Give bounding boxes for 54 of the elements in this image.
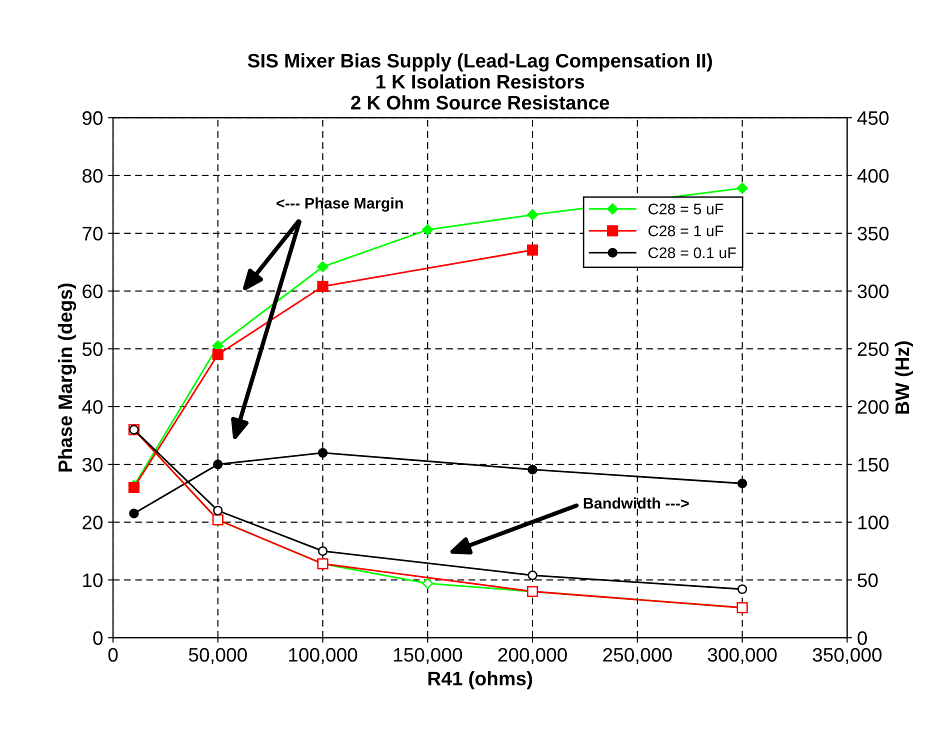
point [129,508,139,518]
legend-label: C28 = 5 uF [648,204,724,214]
point [737,584,748,594]
y2-tick-label: 50 [858,573,878,588]
legend-label: C28 = 0.1 uF [648,247,736,258]
x-tick-label: 300,000 [708,648,777,664]
y-tick-label: 60 [82,284,103,298]
y-tick-label: 40 [82,400,103,414]
point [213,460,223,470]
y2-tick-label: 450 [857,111,889,125]
point [736,182,748,194]
y-tick-label: 80 [82,168,103,183]
y-tick-label: 30 [82,458,103,472]
x-tick-label: 250,000 [603,648,672,664]
y2-tick-label: 250 [858,342,889,356]
annotation: <--- Phase Margin [276,197,403,212]
point [213,506,223,516]
point [737,478,748,488]
y2-axis-title: BW (Hz) [894,341,913,414]
point [422,224,434,236]
x-tick-label: 350,000 [812,648,882,664]
point [526,244,538,256]
y-tick-label: 10 [83,573,103,588]
y2-tick-label: 0 [858,631,867,645]
point [318,448,328,458]
y-tick-label: 70 [82,226,103,241]
y2-tick-label: 350 [858,226,889,241]
y2-tick-label: 100 [858,516,889,530]
y-tick-label: 50 [82,342,103,356]
x-tick-label: 100,000 [289,648,358,664]
x-tick-label: 50,000 [188,648,247,664]
x-tick-label: 200,000 [498,648,567,664]
point [317,280,328,292]
y-tick-label: 0 [93,631,103,645]
y-axis-title: Phase Margin (degs) [58,284,76,472]
y2-tick-label: 400 [857,168,889,183]
x-tick-label: 150,000 [394,648,462,664]
y2-tick-label: 300 [858,284,889,298]
y2-tick-label: 200 [858,400,889,414]
y-tick-label: 20 [82,516,103,530]
x-tick-label: 0 [108,648,118,662]
x-axis-title: R41 (ohms) [428,671,532,690]
y-tick-label: 90 [82,111,103,125]
y2-tick-label: 150 [858,458,889,472]
point [317,261,328,272]
point [528,570,538,580]
chart-title: SIS Mixer Bias Supply (Lead-Lag Compensation II) 1 K Isolation Resistors 2 K Ohm Source Resistance [248,53,712,110]
point [526,209,538,220]
annotation: Bandwidth ---> [584,497,689,509]
point [422,578,434,590]
point [528,464,538,474]
point [318,546,328,556]
legend-label: C28 = 1 uF [648,226,724,236]
point [212,349,224,360]
